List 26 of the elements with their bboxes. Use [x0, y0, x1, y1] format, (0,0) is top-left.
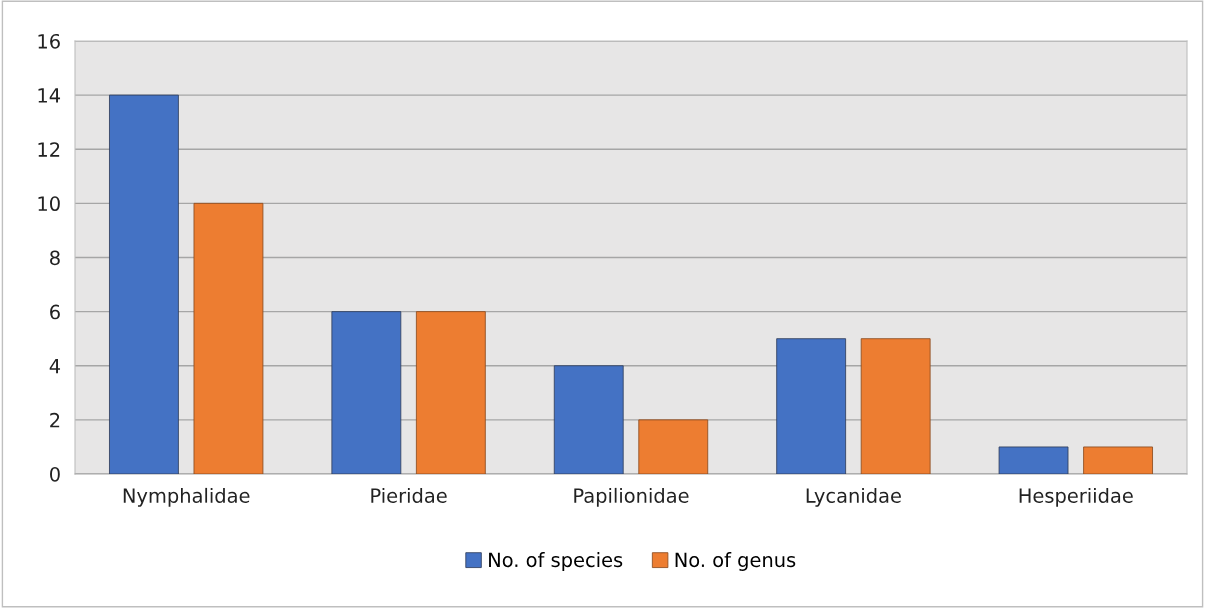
- bar: [638, 419, 709, 474]
- bar: [331, 311, 402, 474]
- y-tick-label: 16: [38, 33, 60, 49]
- y-tick-label: 12: [38, 142, 60, 157]
- y-tick-label: 6: [50, 304, 60, 320]
- y-tick-label: 0: [50, 466, 60, 482]
- x-tick-label: Hesperiidae: [1019, 487, 1133, 507]
- y-tick-label: 2: [50, 412, 60, 428]
- bar: [193, 202, 264, 474]
- bar: [109, 94, 179, 474]
- bar: [860, 338, 931, 474]
- y-tick-label: 10: [38, 196, 60, 212]
- x-tick-label: Lycanidae: [806, 487, 901, 507]
- y-tick-label: 14: [38, 88, 61, 103]
- bar: [998, 446, 1069, 474]
- x-tick-label: Papilionidae: [574, 487, 689, 507]
- y-tick-label: 4: [49, 358, 61, 374]
- x-tick-label: Nymphalidae: [123, 487, 250, 507]
- bar: [776, 338, 847, 474]
- x-tick-label: Pieridae: [371, 487, 447, 503]
- y-tick-label: 8: [50, 250, 60, 266]
- bar: [1083, 446, 1153, 474]
- bar: [553, 365, 624, 474]
- legend-label: No. of species: [489, 552, 623, 571]
- bar: [415, 311, 486, 474]
- legend-label: No. of genus: [675, 552, 796, 571]
